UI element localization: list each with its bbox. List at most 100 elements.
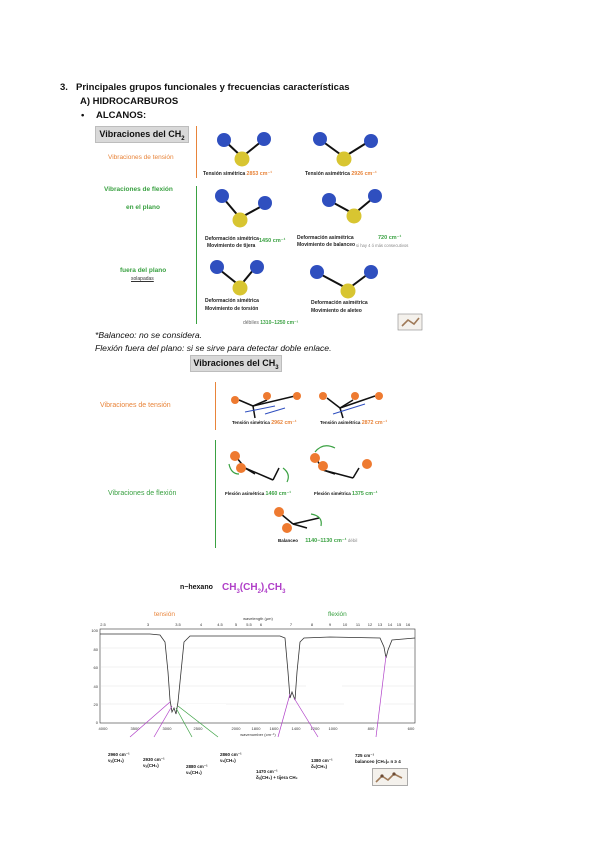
top-tick: 4 [200,622,203,627]
bottom-tick: 3000 [163,726,173,731]
formula-part-8: 3 [282,589,286,595]
ch2-sym-stretch-name: Tensión simétrica [203,171,246,177]
bottom-tick: 1200 [311,726,321,731]
y-tick: 40 [94,684,99,689]
ch2-title: Vibraciones del CH [99,129,182,139]
ch3-asym-bend-molecule [228,451,289,483]
formula-part-1: CH [222,582,237,593]
ch3-bend-bracket [215,440,216,548]
ch3-sym-bend-text: Flexión simétrica 1375 cm⁻¹ [314,491,378,497]
annotation-2930: 2930 cm⁻¹ νₐ(CH₂) [143,757,165,769]
annotation-2860: 2860 cm⁻¹ νₛ(CH₂) [220,752,242,764]
annotation-2930-value: 2930 cm⁻¹ [143,757,165,762]
ch2-stretch-label: Vibraciones de tensión [108,154,174,161]
annotation-1470-value: 1470 cm⁻¹ [256,769,278,774]
ch2-sym-stretch-value: 2853 cm⁻¹ [246,171,273,177]
top-tick: 12 [368,622,373,627]
top-tick: 10 [343,622,348,627]
ch2-scissor-value: 1450 cm⁻¹ [259,238,286,244]
ch3-sym-bend-molecule [310,445,372,479]
top-tick: 7 [290,622,293,627]
formula-part-2: 3 [236,589,240,595]
ch2-wag-molecule [310,265,378,299]
ch2-asym-stretch-molecule [313,132,378,167]
alkanes-title: ALCANOS: [96,110,147,121]
ch2-title-box: Vibraciones del CH2 [95,126,189,143]
annotation-2960-value: 2960 cm⁻¹ [108,752,130,757]
spectrum-overlay-1 [186,704,226,718]
spectrum-trace [100,633,416,715]
ch3-rock-text: Balanceo 1140−1130 cm⁻¹ débil [278,538,357,544]
annotation-2960: 2960 cm⁻¹ νₐ(CH₃) [108,752,130,764]
bottom-axis-title: wavenumber (cm⁻¹) [240,732,276,737]
ch2-title-subscript: 2 [181,135,185,142]
annotation-2960-label: νₐ(CH₃) [108,758,124,763]
ch2-inset-image [397,313,423,331]
spectrum-overlay-2 [306,682,342,694]
ch2-molecule-diagrams [210,132,423,331]
formula-part-3: (CH [239,582,258,593]
spectrum-inset-image [372,768,408,786]
ch3-rock-molecule [274,507,322,533]
note-line-1: *Balanceo: no se considera. [95,330,203,340]
ch2-rock-note: si hay 4 ó más consecutivos [356,243,409,248]
bottom-tick: 1000 [329,726,339,731]
ch3-sym-stretch-text: Tensión simétrica 2962 cm⁻¹ [232,420,297,426]
ch2-twist-molecule [210,260,264,296]
note-line-2: Flexión fuera del plano: si se sirve par… [95,343,332,353]
ch2-bend-label-2: en el plano [126,204,160,211]
ch2-bend-bracket [196,186,197,324]
ch2-asym-stretch-value: 2926 cm⁻¹ [351,171,377,177]
ch2-rock-name-2: Movimiento de balanceo [297,242,356,248]
section-title: Principales grupos funcionales y frecuen… [76,82,350,93]
ch3-asym-bend-name: Flexión asimétrica [225,491,265,496]
ch2-weak-value: 1310−1250 cm⁻¹ [260,320,299,326]
top-tick: 8 [311,622,314,627]
ch2-oop-label-1: fuera del plano [120,267,167,274]
top-tick: 5.5 [246,622,252,627]
ch2-wag-name-2: Movimiento de aleteo [311,308,362,314]
ch3-sym-bend-value: 1375 cm⁻¹ [352,491,378,497]
bottom-tick: 1400 [292,726,302,731]
y-tick: 100 [91,628,98,633]
spectrum-formula: CH3(CH2)4CH3 [222,582,285,595]
y-tick: 80 [94,647,99,652]
section-number: 3. [60,82,68,93]
ch2-sym-stretch-text: Tensión simétrica 2853 cm⁻¹ [203,171,272,177]
top-tick: 14 [388,622,393,627]
ch2-scissor-name-2: Movimiento de tijera [207,243,256,249]
bottom-axis-ticks: 4000 3500 3000 2500 2000 1800 1600 1400 … [99,726,416,731]
spectrum-compound-name: n−hexano [180,584,213,591]
top-tick: 13 [378,622,383,627]
annotation-1470-label: δₐ(CH₃) + tijera CH₂ [256,775,298,780]
ch3-stretch-label: Vibraciones de tensión [100,402,171,409]
bullet: • [81,110,85,121]
bottom-tick: 4000 [99,726,109,731]
bottom-tick: 1600 [270,726,280,731]
spectrum-overlay-3 [344,698,384,718]
spectrum-tension-label: tensión [154,611,175,618]
ch2-scissor-name-1: Deformación simétrica [205,236,259,242]
top-tick: 6 [260,622,263,627]
ch3-sym-stretch-molecule [231,392,301,419]
ch3-asym-stretch-molecule [319,392,383,419]
annotation-725-label: balanceo (CH₂)ₙ n ≥ 4 [355,759,401,764]
ch3-bend-label: Vibraciones de flexión [108,490,177,497]
ch2-oop-label-2: solapadas [131,276,154,282]
ch2-weak-label: débiles [243,320,259,326]
y-tick: 20 [94,702,99,707]
ch3-asym-stretch-value: 2872 cm⁻¹ [361,420,388,426]
annotation-1470: 1470 cm⁻¹ δₐ(CH₃) + tijera CH₂ [256,769,298,781]
ch3-stretch-bracket [215,382,216,430]
annotation-2880: 2880 cm⁻¹ νₛ(CH₃) [186,764,208,776]
spectrum-grid [100,647,415,705]
bottom-tick: 1800 [252,726,262,731]
top-tick: 16 [406,622,411,627]
spectrum-flexion-label: flexión [328,611,347,618]
y-axis-ticks: 100 80 60 40 20 0 [91,628,98,725]
annotation-2860-value: 2860 cm⁻¹ [220,752,242,757]
top-tick: 15 [397,622,402,627]
ch2-twist-name-1: Deformación simétrica [205,298,259,304]
ch2-asym-stretch-name: Tensión asimétrica [305,171,350,177]
bottom-tick: 3500 [131,726,141,731]
